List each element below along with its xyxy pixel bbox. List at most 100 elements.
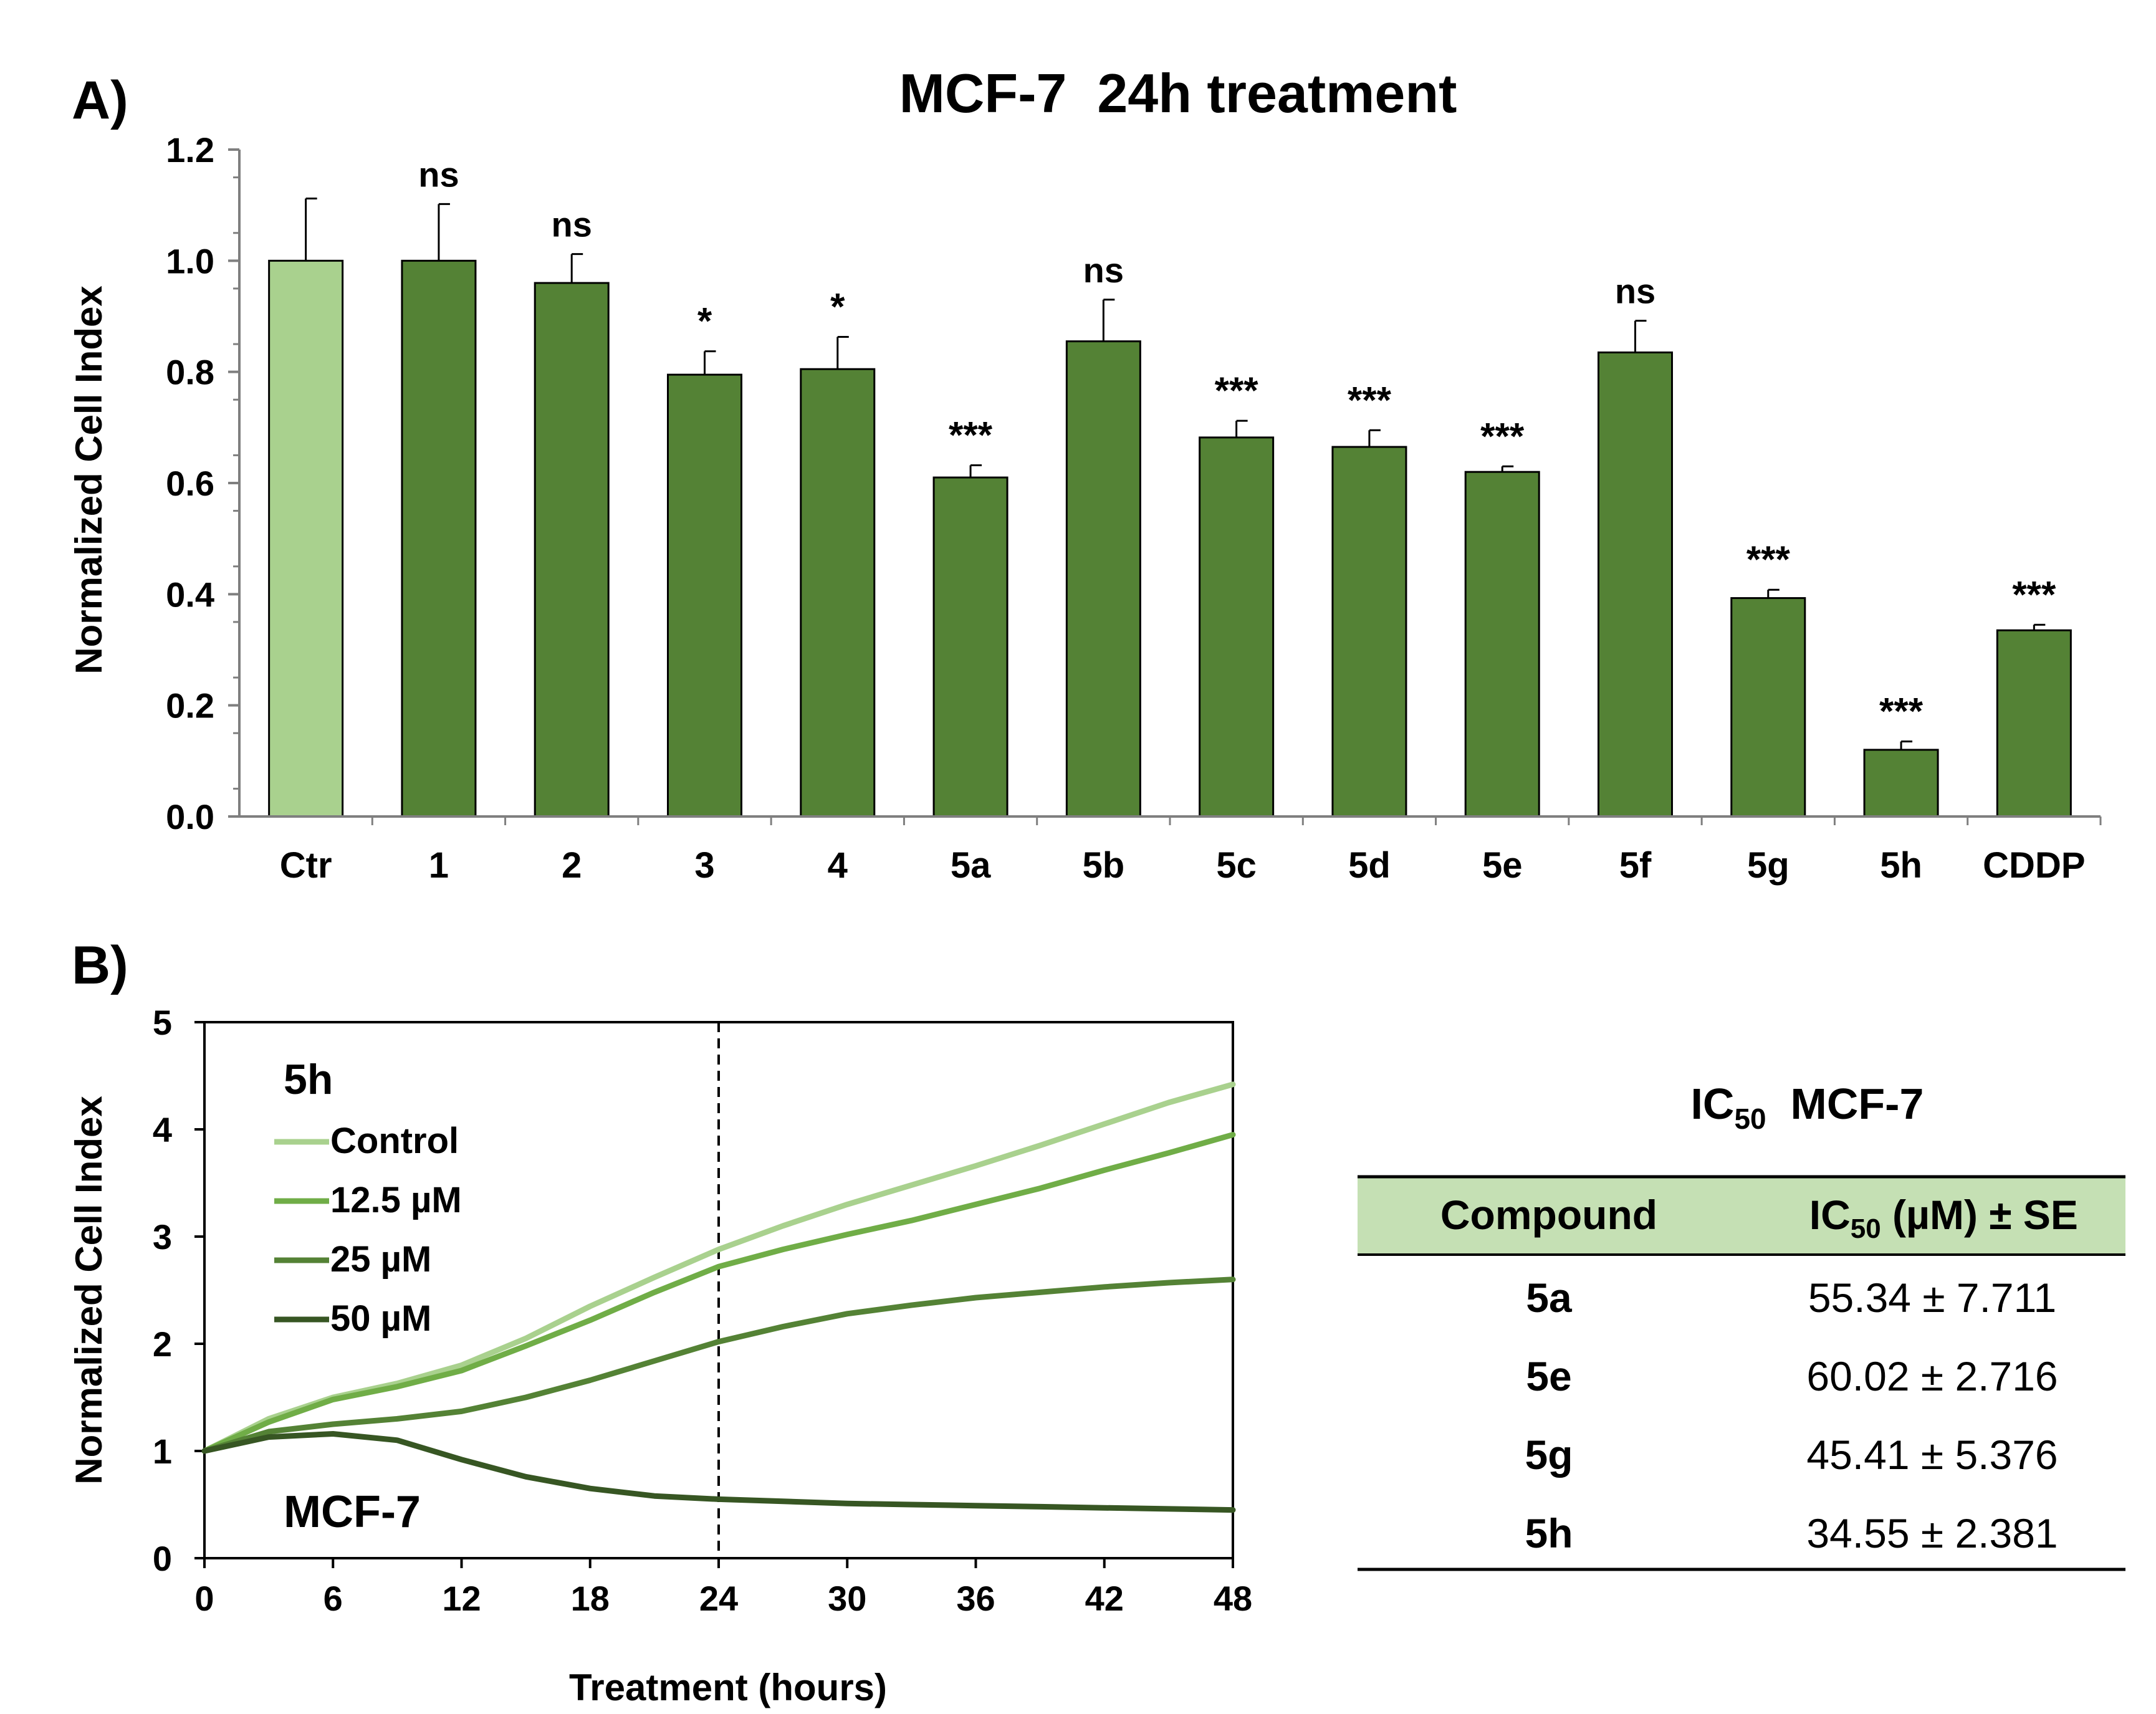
ic50-row-compound: 5g [1525,1432,1573,1478]
line-chart-x-tick-label: 42 [1085,1579,1124,1618]
bar-chart-y-tick-label: 0.0 [166,797,214,836]
legend-label-3: 50 µM [330,1298,431,1339]
line-chart-y-tick-label: 2 [153,1324,172,1364]
bar-chart-x-label: 5f [1619,845,1652,886]
bar-chart-title: MCF-7 24h treatment [899,62,1457,124]
ic50-table: IC50 MCF-7 Compound IC50 (µM) ± SE 5a 55.… [1358,1080,2135,1571]
bar-CDDP [1996,629,2072,818]
bar-chart-x-label: 3 [694,845,714,886]
significance-label-3: * [697,300,712,342]
ic50-title-main: IC [1690,1080,1734,1128]
line-chart-x-tick-label: 12 [442,1579,481,1618]
ic50-row-value: 34.55 ± 2.381 [1806,1510,2058,1556]
bar-chart-x-label: 5b [1083,845,1125,886]
line-chart-x-tick-label: 6 [323,1579,343,1618]
bar-5a [932,476,1009,818]
bar-chart-x-axis: Ctr 1 2 3 4 5a 5b 5c 5d 5e 5f 5g 5h CDDP [280,816,2102,886]
significance-label-5h: *** [1879,691,1924,732]
bar-chart-y-tick-label: 0.4 [166,575,214,614]
ic50-row-compound: 5h [1525,1510,1573,1556]
significance-label-5c: *** [1215,370,1259,411]
ic50-col-header-value-main: IC [1809,1192,1851,1238]
bar-chart-x-label: 2 [562,845,582,886]
line-chart-x-tick-label: 48 [1214,1579,1252,1618]
bar-chart-x-label: 5c [1216,845,1257,886]
significance-label-4: * [830,285,845,327]
bar-5h [1863,749,1939,818]
ic50-row-compound: 5a [1526,1275,1573,1321]
bar-chart-y-tick-label: 1.2 [166,130,214,170]
legend-label-1: 12.5 µM [330,1180,462,1220]
ic50-row-value: 60.02 ± 2.716 [1806,1353,2058,1399]
ic50-title-sub: 50 [1734,1103,1766,1135]
series-line-2 [201,1276,1236,1454]
legend-label-0: Control [330,1121,459,1161]
line-chart-y-tick-label: 4 [153,1110,172,1149]
bar-chart-y-tick-label: 1.0 [166,241,214,280]
bar-chart-y-tick-label: 0.2 [166,686,214,725]
significance-label-5g: *** [1746,539,1791,580]
line-chart-series [201,1081,1236,1513]
ic50-table-title: IC50 MCF-7 [1606,1080,1984,1135]
panel-a-label: A) [72,70,128,130]
ic50-row-value: 55.34 ± 7.711 [1808,1275,2056,1321]
bar-chart-x-label: 1 [429,845,449,886]
ic50-col-header-value-sub: 50 [1851,1214,1881,1244]
series-line-1 [201,1132,1236,1454]
bar-chart-ylabel: Normalized Cell Index [68,285,110,674]
ic50-col-header-value-rest: (µM) ± SE [1881,1192,2078,1238]
bar-chart-x-label: Ctr [280,845,332,886]
compound-label-5h: 5h [284,1056,333,1103]
ic50-title-rest: MCF-7 [1766,1080,1924,1128]
bar-5d [1331,446,1407,818]
significance-label-2: ns [552,205,592,244]
significance-label-CDDP: *** [2012,573,2056,615]
bar-chart-y-tick-label: 0.6 [166,464,214,503]
bar-2 [534,282,610,818]
significance-label-5b: ns [1083,251,1124,290]
ic50-col-header-compound-main: Compound [1440,1192,1657,1238]
bar-1 [401,259,477,818]
significance-label-5e: *** [1480,415,1525,457]
bar-chart-y-axis: 0.0 0.2 0.4 0.6 0.8 1.0 1.2 [166,130,239,836]
ic50-table-header-bg [1358,1177,2125,1255]
cell-line-label-mcf7: MCF-7 [284,1487,421,1537]
bar-chart-y-tick-label: 0.8 [166,353,214,392]
panel-b: B) Normalized Cell Index Treatment (hour… [68,936,1252,1708]
bar-4 [800,368,876,818]
panel-a: A) MCF-7 24h treatment Normalized Cell I… [68,62,2102,886]
bar-chart-x-label: 5e [1482,845,1523,886]
ic50-col-header-value: IC50 (µM) ± SE [1729,1192,2135,1244]
bar-chart-x-label: 5h [1880,845,1922,886]
line-chart-legend: Control 12.5 µM 25 µM 50 µM [274,1121,462,1339]
bar-chart-x-label: 5g [1747,845,1789,886]
bar-5b [1065,340,1141,818]
line-chart-x-tick-label: 30 [828,1579,866,1618]
series-line-3 [201,1431,1236,1513]
significance-label-5d: *** [1348,379,1392,421]
significance-label-5a: *** [949,414,993,456]
bar-5f [1598,351,1673,818]
line-chart-y-tick-label: 1 [153,1432,172,1471]
bar-chart-x-label: 5a [951,845,991,886]
ic50-col-header-compound: Compound [1440,1192,1657,1238]
bar-3 [667,373,742,818]
bar-5e [1464,471,1540,818]
line-chart-x-tick-label: 18 [571,1579,610,1618]
bar-chart-x-label: 5d [1348,845,1391,886]
bar-5g [1730,597,1806,818]
line-chart-x-tick-label: 24 [699,1579,738,1618]
significance-label-1: ns [418,155,459,194]
bar-chart-x-label: CDDP [1983,845,2085,886]
ic50-table-rows: 5a 55.34 ± 7.711 5e 60.02 ± 2.716 5g 45.41 ± … [1525,1275,2058,1556]
series-line-0 [201,1081,1236,1454]
significance-label-5f: ns [1615,272,1655,311]
panel-b-label: B) [72,936,128,995]
line-chart-xlabel: Treatment (hours) [569,1667,887,1708]
bar-5c [1199,436,1275,818]
line-chart-y-tick-label: 0 [153,1539,172,1578]
bar-chart-x-label: 4 [828,845,848,886]
